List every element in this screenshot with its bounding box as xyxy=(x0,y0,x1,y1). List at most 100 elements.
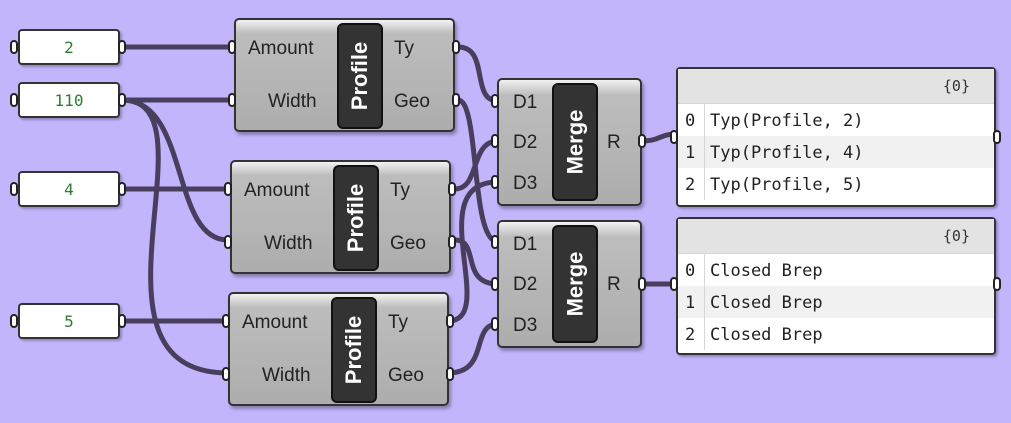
number-panel-width[interactable]: 110 xyxy=(18,82,120,118)
component-nickname[interactable]: Profile xyxy=(337,23,383,129)
component-input-port[interactable] xyxy=(222,367,230,381)
list-value: Typ(Profile, 5) xyxy=(710,175,864,195)
panel-input-port[interactable] xyxy=(10,93,18,107)
profile-component[interactable]: Amount Width Profile Ty Geo xyxy=(228,292,449,406)
panel-output-port[interactable] xyxy=(118,93,126,107)
panel-input-port[interactable] xyxy=(10,314,18,328)
output-label-ty: Ty xyxy=(390,180,411,201)
component-input-port[interactable] xyxy=(224,235,232,249)
index-divider xyxy=(704,254,705,350)
input-label-width: Width xyxy=(264,233,313,254)
component-output-port[interactable] xyxy=(446,314,454,328)
panel-output-port[interactable] xyxy=(993,130,1001,144)
list-item[interactable]: 2 Typ(Profile, 5) xyxy=(678,168,994,200)
component-input-port[interactable] xyxy=(491,235,499,249)
component-input-port[interactable] xyxy=(228,93,236,107)
merge-component[interactable]: D1 D2 D3 Merge R xyxy=(497,220,642,348)
number-value[interactable]: 4 xyxy=(64,179,74,199)
profile-component[interactable]: Amount Width Profile Ty Geo xyxy=(230,160,451,274)
output-panel-geometry[interactable]: {0} 0 Closed Brep 1 Closed Brep 2 Closed… xyxy=(676,217,996,355)
component-output-port[interactable] xyxy=(452,93,460,107)
input-label-amount: Amount xyxy=(244,180,310,201)
wire xyxy=(119,97,231,243)
output-panel-types[interactable]: {0} 0 Typ(Profile, 2) 1 Typ(Profile, 4) … xyxy=(676,67,996,207)
panel-input-port[interactable] xyxy=(10,40,18,54)
component-output-port[interactable] xyxy=(446,367,454,381)
profile-component[interactable]: Amount Width Profile Ty Geo xyxy=(234,18,455,132)
output-label-ty: Ty xyxy=(394,38,415,59)
component-input-port[interactable] xyxy=(491,134,499,148)
panel-rows: 0 Closed Brep 1 Closed Brep 2 Closed Bre… xyxy=(678,254,994,350)
number-panel-amount[interactable]: 5 xyxy=(18,303,120,339)
panel-input-port[interactable] xyxy=(670,277,678,291)
merge-component[interactable]: D1 D2 D3 Merge R xyxy=(497,78,642,206)
list-value: Closed Brep xyxy=(710,325,823,345)
list-index: 0 xyxy=(685,111,696,131)
panel-input-port[interactable] xyxy=(670,130,678,144)
panel-output-port[interactable] xyxy=(118,314,126,328)
component-input-port[interactable] xyxy=(491,277,499,291)
list-value: Typ(Profile, 2) xyxy=(710,111,864,131)
wire xyxy=(455,44,501,104)
tree-path: {0} xyxy=(942,227,970,245)
list-index: 1 xyxy=(685,293,696,313)
number-value[interactable]: 110 xyxy=(54,90,84,110)
panel-output-port[interactable] xyxy=(993,277,1001,291)
component-output-port[interactable] xyxy=(638,277,646,291)
input-label-d1: D1 xyxy=(513,92,538,113)
number-panel-amount[interactable]: 4 xyxy=(18,171,120,207)
output-label-geo: Geo xyxy=(390,233,426,254)
input-label-amount: Amount xyxy=(242,312,308,333)
input-label-width: Width xyxy=(262,365,311,386)
output-label-r: R xyxy=(607,274,621,295)
panel-header: {0} xyxy=(678,69,994,104)
list-item[interactable]: 1 Typ(Profile, 4) xyxy=(678,136,994,168)
component-output-port[interactable] xyxy=(448,182,456,196)
number-value[interactable]: 2 xyxy=(64,37,74,57)
component-input-port[interactable] xyxy=(224,182,232,196)
component-input-port[interactable] xyxy=(491,94,499,108)
output-label-r: R xyxy=(607,132,621,153)
panel-output-port[interactable] xyxy=(118,182,126,196)
list-item[interactable]: 0 Closed Brep xyxy=(678,254,994,286)
wire xyxy=(119,97,231,376)
component-output-port[interactable] xyxy=(448,235,456,249)
component-input-port[interactable] xyxy=(491,175,499,189)
tree-path: {0} xyxy=(942,77,970,95)
wire xyxy=(445,321,501,376)
list-item[interactable]: 0 Typ(Profile, 2) xyxy=(678,104,994,136)
list-item[interactable]: 1 Closed Brep xyxy=(678,286,994,318)
list-index: 0 xyxy=(685,261,696,281)
component-nickname[interactable]: Profile xyxy=(333,165,379,271)
list-value: Closed Brep xyxy=(710,261,823,281)
list-value: Closed Brep xyxy=(710,293,823,313)
panel-rows: 0 Typ(Profile, 2) 1 Typ(Profile, 4) 2 Ty… xyxy=(678,104,994,200)
list-item[interactable]: 2 Closed Brep xyxy=(678,318,994,350)
panel-input-port[interactable] xyxy=(10,182,18,196)
panel-output-port[interactable] xyxy=(118,40,126,54)
component-output-port[interactable] xyxy=(638,134,646,148)
input-label-width: Width xyxy=(268,91,317,112)
output-label-geo: Geo xyxy=(394,91,430,112)
list-index: 2 xyxy=(685,175,696,195)
list-index: 2 xyxy=(685,325,696,345)
list-index: 1 xyxy=(685,143,696,163)
input-label-d3: D3 xyxy=(513,173,538,194)
component-input-port[interactable] xyxy=(222,314,230,328)
input-label-amount: Amount xyxy=(248,38,314,59)
component-input-port[interactable] xyxy=(491,317,499,331)
list-value: Typ(Profile, 4) xyxy=(710,143,864,163)
output-label-ty: Ty xyxy=(388,312,409,333)
component-nickname[interactable]: Merge xyxy=(552,83,598,201)
component-nickname[interactable]: Merge xyxy=(552,225,598,343)
input-label-d1: D1 xyxy=(513,234,538,255)
output-label-geo: Geo xyxy=(388,365,424,386)
component-input-port[interactable] xyxy=(228,40,236,54)
component-output-port[interactable] xyxy=(452,40,460,54)
input-label-d2: D2 xyxy=(513,274,538,295)
component-nickname[interactable]: Profile xyxy=(331,297,377,403)
number-panel-amount[interactable]: 2 xyxy=(18,29,120,65)
number-value[interactable]: 5 xyxy=(64,311,74,331)
index-divider xyxy=(704,104,705,200)
